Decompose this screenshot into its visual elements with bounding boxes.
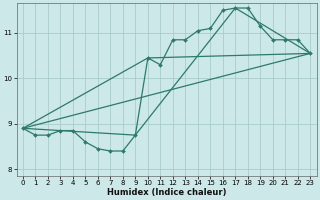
X-axis label: Humidex (Indice chaleur): Humidex (Indice chaleur) [107, 188, 226, 197]
